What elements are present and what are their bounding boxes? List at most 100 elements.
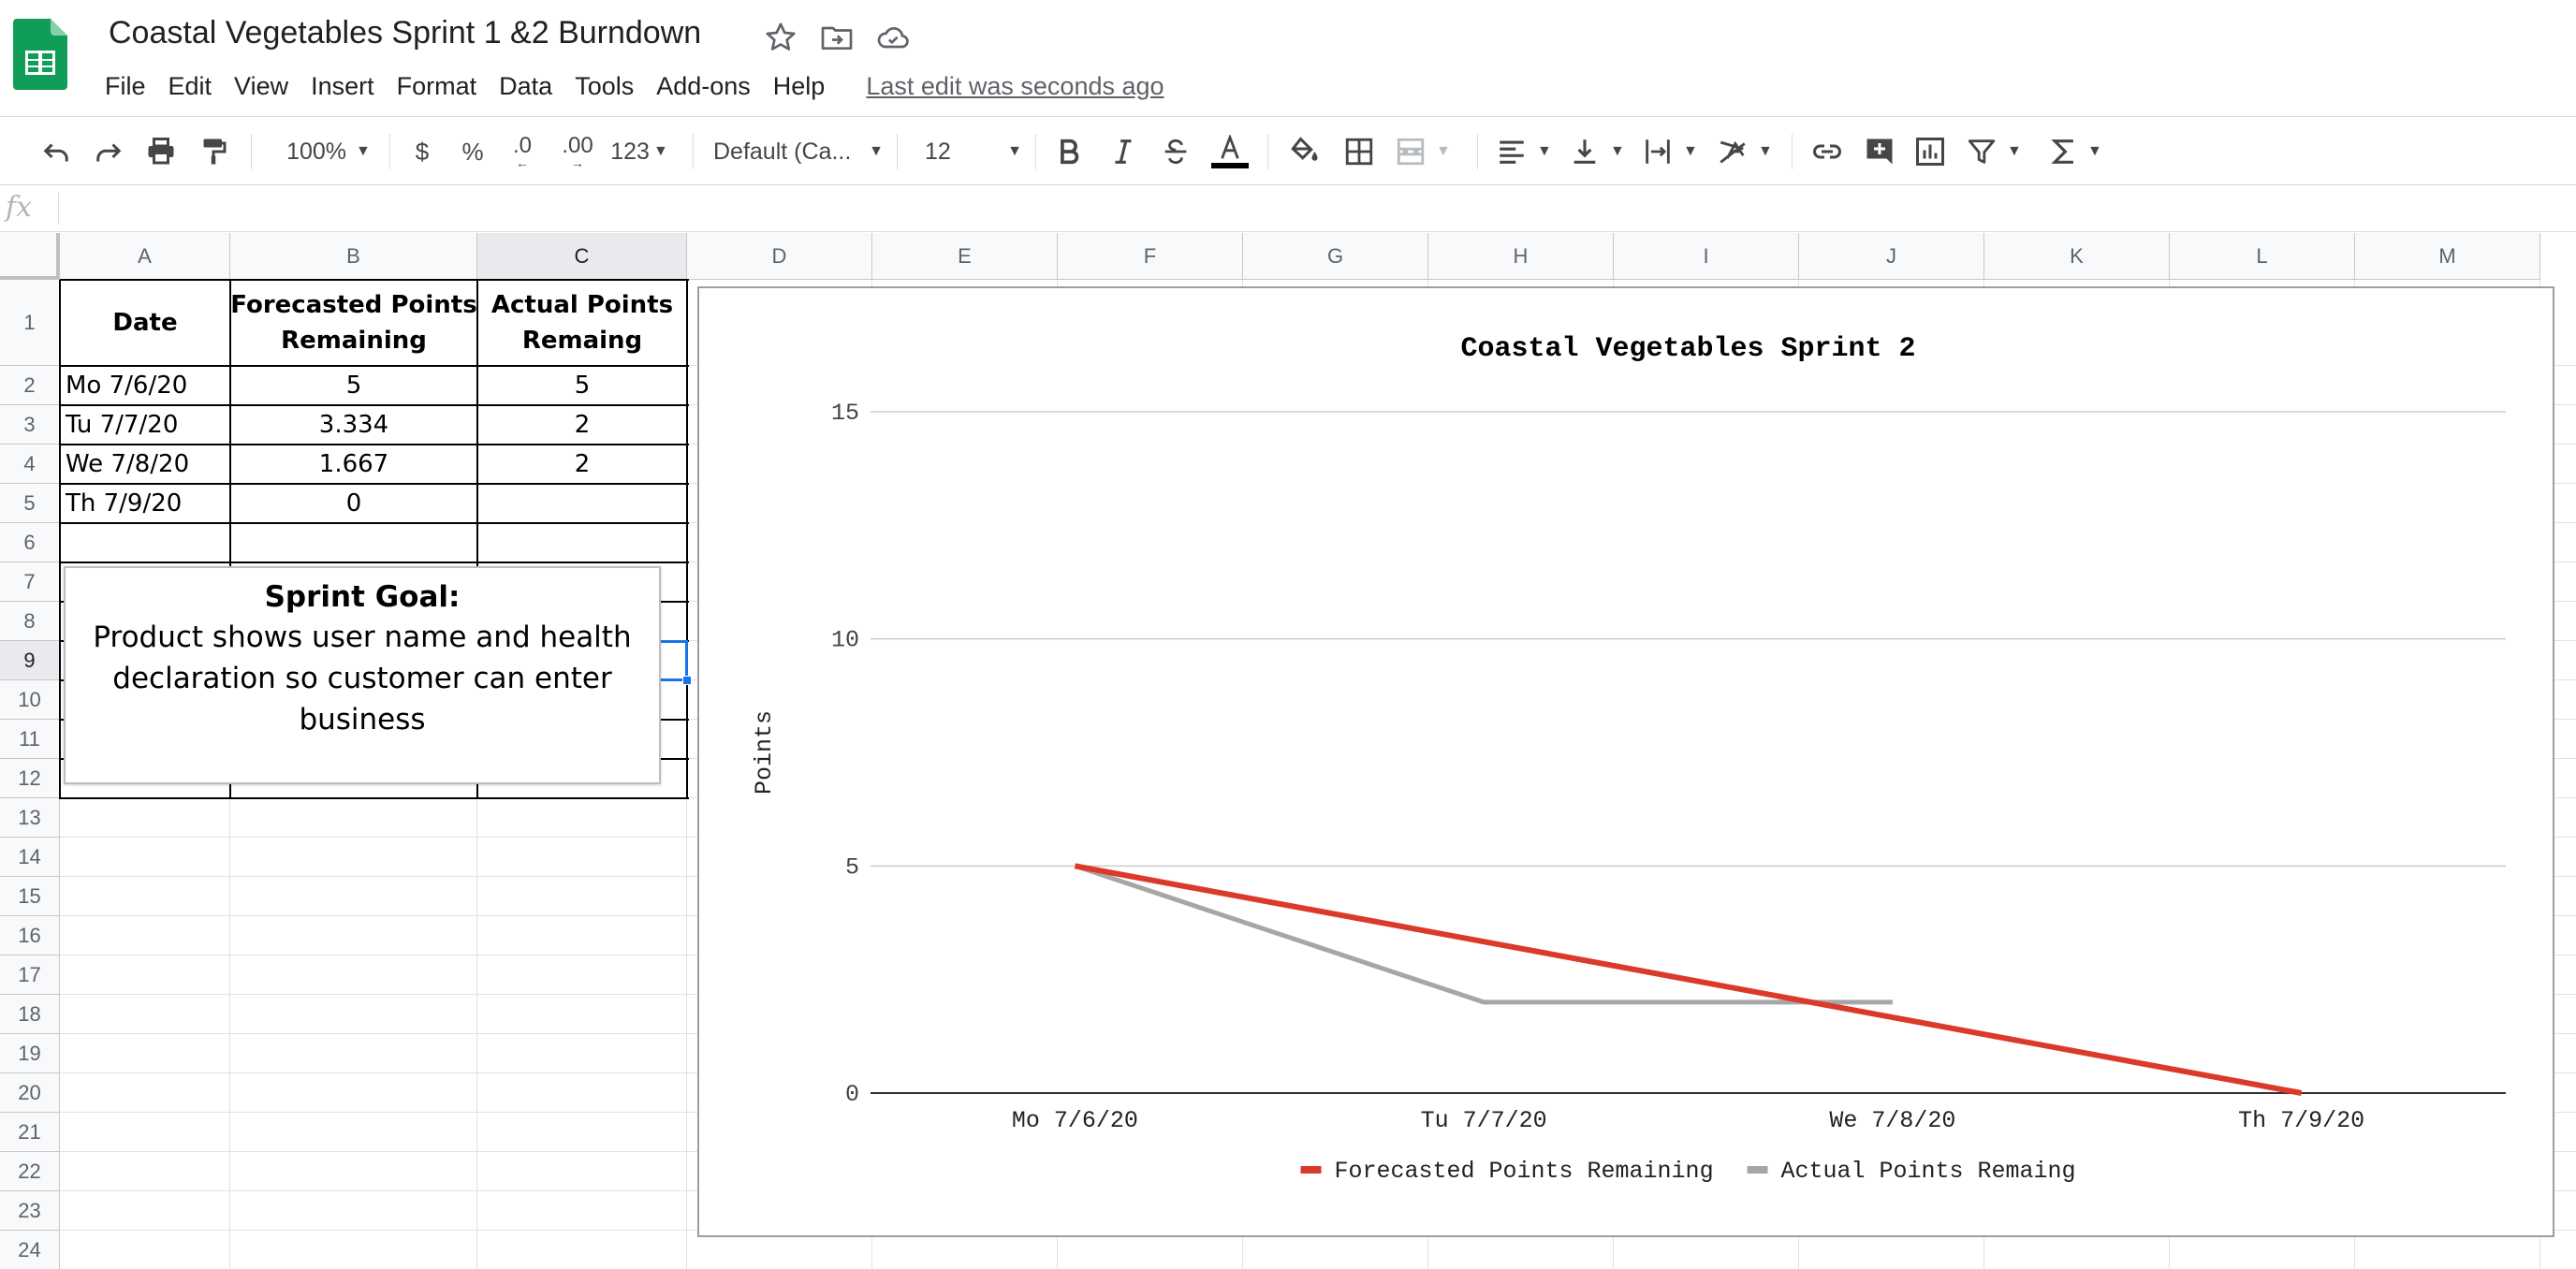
- table-header-cell[interactable]: Actual Points Remaing: [490, 291, 674, 355]
- column-header-f[interactable]: F: [1058, 233, 1243, 280]
- strikethrough-icon[interactable]: [1157, 134, 1194, 169]
- text-rotate-icon[interactable]: ▼: [1717, 134, 1778, 169]
- table-cell[interactable]: Tu 7/7/20: [66, 411, 179, 439]
- fill-color-icon[interactable]: [1284, 134, 1325, 169]
- table-cell[interactable]: [477, 484, 687, 523]
- column-header-b[interactable]: B: [230, 233, 477, 280]
- row-header-13[interactable]: 13: [0, 798, 60, 838]
- table-cell[interactable]: We 7/8/20: [66, 450, 190, 478]
- row-header-5[interactable]: 5: [0, 484, 60, 523]
- table-cell[interactable]: 2: [574, 411, 591, 439]
- row-header-20[interactable]: 20: [0, 1073, 60, 1113]
- menu-insert[interactable]: Insert: [311, 71, 374, 100]
- functions-icon[interactable]: ▼: [2050, 134, 2108, 169]
- column-header-e[interactable]: E: [872, 233, 1058, 280]
- borders-icon[interactable]: [1340, 134, 1378, 169]
- text-wrap-icon[interactable]: ▼: [1642, 134, 1702, 169]
- table-cell[interactable]: 5: [574, 372, 591, 400]
- paint-format-icon[interactable]: [193, 134, 234, 169]
- move-folder-icon[interactable]: [818, 19, 856, 56]
- row-header-8[interactable]: 8: [0, 602, 60, 641]
- table-cell[interactable]: 2: [574, 450, 591, 478]
- menu-view[interactable]: View: [234, 71, 289, 100]
- sheets-logo-icon[interactable]: [13, 19, 67, 90]
- menu-format[interactable]: Format: [396, 71, 477, 100]
- row-header-15[interactable]: 15: [0, 877, 60, 916]
- row-header-4[interactable]: 4: [0, 445, 60, 484]
- print-icon[interactable]: [140, 134, 182, 169]
- menu-help[interactable]: Help: [772, 71, 826, 100]
- table-cell[interactable]: 5: [345, 372, 362, 400]
- table-header-cell[interactable]: Forecasted Points Remaining: [230, 291, 477, 355]
- zoom-select[interactable]: 100% ▼: [273, 134, 384, 169]
- column-header-h[interactable]: H: [1428, 233, 1614, 280]
- currency-format-button[interactable]: $: [404, 134, 440, 169]
- row-header-7[interactable]: 7: [0, 562, 60, 602]
- formula-input[interactable]: [66, 185, 2574, 230]
- link-icon[interactable]: [1807, 134, 1848, 169]
- font-size-select[interactable]: 12 ▼: [925, 134, 1022, 169]
- decrease-decimals-button[interactable]: .0 ←: [502, 134, 543, 170]
- row-header-16[interactable]: 16: [0, 916, 60, 955]
- table-cell[interactable]: 3.334: [318, 411, 389, 439]
- document-title[interactable]: Coastal Vegetables Sprint 1 &2 Burndown: [109, 15, 702, 51]
- row-header-23[interactable]: 23: [0, 1191, 60, 1231]
- row-header-18[interactable]: 18: [0, 995, 60, 1034]
- fill-handle[interactable]: [682, 676, 692, 685]
- row-header-6[interactable]: 6: [0, 523, 60, 562]
- menu-add-ons[interactable]: Add-ons: [656, 71, 751, 100]
- row-header-19[interactable]: 19: [0, 1034, 60, 1073]
- cloud-saved-icon[interactable]: [874, 19, 912, 56]
- row-header-2[interactable]: 2: [0, 366, 60, 405]
- align-left-icon[interactable]: ▼: [1496, 134, 1552, 169]
- row-header-3[interactable]: 3: [0, 405, 60, 445]
- bold-icon[interactable]: [1050, 134, 1088, 169]
- row-header-9[interactable]: 9: [0, 641, 60, 680]
- star-icon[interactable]: [762, 19, 799, 56]
- italic-icon[interactable]: [1105, 134, 1142, 169]
- column-header-i[interactable]: I: [1614, 233, 1799, 280]
- column-header-d[interactable]: D: [687, 233, 872, 280]
- row-header-24[interactable]: 24: [0, 1231, 60, 1269]
- percent-format-button[interactable]: %: [455, 134, 490, 169]
- table-cell[interactable]: Th 7/9/20: [66, 489, 183, 518]
- column-header-m[interactable]: M: [2355, 233, 2540, 280]
- row-header-1[interactable]: 1: [0, 280, 60, 366]
- menu-data[interactable]: Data: [499, 71, 553, 100]
- vertical-align-icon[interactable]: ▼: [1569, 134, 1625, 169]
- table-cell[interactable]: Mo 7/6/20: [66, 372, 188, 400]
- sprint-goal-textbox[interactable]: Sprint Goal: Product shows user name and…: [64, 566, 661, 784]
- row-header-10[interactable]: 10: [0, 680, 60, 720]
- row-header-21[interactable]: 21: [0, 1113, 60, 1152]
- filter-icon[interactable]: ▼: [1966, 134, 2027, 169]
- table-cell[interactable]: 1.667: [318, 450, 389, 478]
- table-cell[interactable]: 0: [345, 489, 362, 518]
- column-header-c[interactable]: C: [477, 233, 687, 280]
- burndown-chart[interactable]: Coastal Vegetables Sprint 2 0 5 10 15 Points M…: [697, 286, 2554, 1237]
- column-header-g[interactable]: G: [1243, 233, 1428, 280]
- more-formats-select[interactable]: 123 ▼: [608, 134, 670, 169]
- column-header-k[interactable]: K: [1984, 233, 2170, 280]
- increase-decimals-button[interactable]: .00 →: [554, 134, 601, 170]
- undo-icon[interactable]: [36, 134, 77, 169]
- last-edit-link[interactable]: Last edit was seconds ago: [866, 71, 1164, 100]
- column-header-j[interactable]: J: [1799, 233, 1984, 280]
- column-header-l[interactable]: L: [2170, 233, 2355, 280]
- row-header-14[interactable]: 14: [0, 838, 60, 877]
- row-header-12[interactable]: 12: [0, 759, 60, 798]
- redo-icon[interactable]: [88, 134, 129, 169]
- text-color-icon[interactable]: [1209, 134, 1251, 169]
- row-header-22[interactable]: 22: [0, 1152, 60, 1191]
- font-family-select[interactable]: Default (Ca... ▼: [713, 134, 884, 169]
- menu-file[interactable]: File: [105, 71, 146, 100]
- row-header-11[interactable]: 11: [0, 720, 60, 759]
- select-all-corner[interactable]: [0, 233, 60, 280]
- table-header-cell[interactable]: Date: [112, 309, 178, 337]
- insert-comment-icon[interactable]: [1859, 134, 1900, 169]
- insert-chart-icon[interactable]: [1910, 134, 1951, 169]
- merge-cells-icon[interactable]: ▼: [1395, 134, 1455, 169]
- column-header-a[interactable]: A: [60, 233, 230, 280]
- menu-tools[interactable]: Tools: [575, 71, 635, 100]
- row-header-17[interactable]: 17: [0, 955, 60, 995]
- menu-edit[interactable]: Edit: [168, 71, 212, 100]
